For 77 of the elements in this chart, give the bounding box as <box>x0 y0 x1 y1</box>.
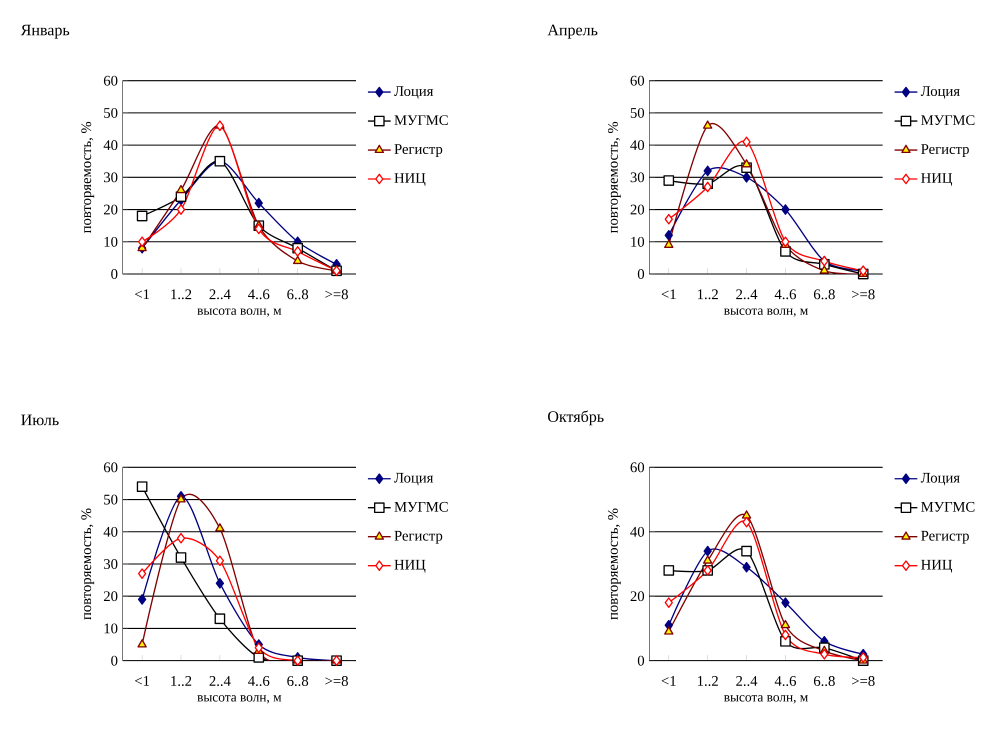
legend-label: Регистр <box>921 144 969 157</box>
legend-label: МУГМС <box>921 115 974 126</box>
y-tick-label: 40 <box>104 140 118 150</box>
x-tick-label: 1..2 <box>171 289 192 300</box>
chart-title: Октябрь <box>548 410 604 426</box>
y-tick-label: 20 <box>630 204 644 214</box>
x-tick-label: 1..2 <box>698 289 718 300</box>
x-axis-title: высота волн, м <box>724 308 808 317</box>
y-tick-label: 40 <box>630 526 644 537</box>
x-tick-label: <1 <box>662 289 676 300</box>
legend-label: МУГМС <box>394 115 448 126</box>
x-tick-label: 2..4 <box>210 289 231 300</box>
y-tick-label: 10 <box>631 236 644 247</box>
x-tick-label: 6..8 <box>814 289 835 300</box>
legend-label: Лоция <box>394 86 434 99</box>
x-tick-label: 4..6 <box>774 676 796 686</box>
chart-title: Апрель <box>548 24 598 39</box>
x-tick-label: 6..8 <box>287 289 308 300</box>
legend-label: Лоция <box>920 86 960 99</box>
x-tick-label: <1 <box>135 676 150 686</box>
y-axis-title: повторяемость, % <box>608 508 621 620</box>
y-tick-label: 60 <box>630 76 644 86</box>
y-tick-label: 60 <box>630 462 644 472</box>
y-tick-label: 30 <box>630 172 644 182</box>
y-tick-label: 0 <box>111 269 118 279</box>
y-axis-title: повторяемость, % <box>81 508 94 620</box>
x-tick-label: 1..2 <box>698 676 718 686</box>
y-tick-label: 0 <box>638 269 644 279</box>
y-tick-label: 40 <box>104 526 118 537</box>
legend-label: НИЦ <box>394 173 426 186</box>
y-axis-title: повторяемость, % <box>608 122 621 234</box>
y-tick-label: 60 <box>104 76 118 86</box>
legend-label: НИЦ <box>921 173 952 186</box>
x-tick-label: 1..2 <box>171 676 192 686</box>
x-tick-label: >=8 <box>325 289 348 300</box>
y-tick-label: 30 <box>104 559 118 569</box>
x-axis-title: высота волн, м <box>197 695 282 704</box>
x-tick-label: 4..6 <box>774 289 796 300</box>
x-axis-title: высота волн, м <box>197 308 282 317</box>
y-tick-label: 0 <box>638 656 644 666</box>
x-axis-title: высота волн, м <box>724 695 808 704</box>
y-tick-label: 10 <box>104 623 118 634</box>
y-tick-label: 0 <box>111 656 118 666</box>
x-tick-label: >=8 <box>852 289 875 300</box>
legend-label: Регистр <box>921 530 969 544</box>
x-tick-label: 2..4 <box>210 676 231 686</box>
x-tick-label: <1 <box>135 289 150 300</box>
y-axis-title: повторяемость, % <box>81 122 94 234</box>
legend-label: НИЦ <box>921 560 952 573</box>
x-tick-label: <1 <box>662 676 676 686</box>
legend-label: МУГМС <box>394 502 448 512</box>
legend-label: Лоция <box>920 472 960 486</box>
chart-title: Январь <box>20 24 70 39</box>
y-tick-label: 40 <box>630 140 644 150</box>
y-tick-label: 10 <box>104 236 118 247</box>
y-tick-label: 20 <box>104 591 118 602</box>
legend-label: МУГМС <box>921 502 974 512</box>
y-tick-label: 50 <box>104 494 118 505</box>
y-tick-label: 50 <box>630 108 644 118</box>
x-tick-label: 6..8 <box>814 676 835 686</box>
legend-label: Регистр <box>394 144 442 157</box>
x-tick-label: 4..6 <box>248 289 270 300</box>
x-tick-label: >=8 <box>325 676 348 686</box>
y-tick-label: 60 <box>104 462 118 472</box>
y-tick-label: 20 <box>630 591 644 602</box>
legend-label: Регистр <box>394 530 442 544</box>
x-tick-label: 2..4 <box>736 289 758 300</box>
legend-label: Лоция <box>394 472 434 486</box>
y-tick-label: 30 <box>104 172 118 182</box>
x-tick-label: >=8 <box>852 676 875 686</box>
x-tick-label: 6..8 <box>287 676 308 686</box>
x-tick-label: 4..6 <box>248 676 270 686</box>
y-tick-label: 50 <box>104 108 118 118</box>
x-tick-label: 2..4 <box>736 676 758 686</box>
y-tick-label: 20 <box>104 204 118 214</box>
legend-label: НИЦ <box>394 560 426 573</box>
chart-title: Июль <box>21 414 59 426</box>
